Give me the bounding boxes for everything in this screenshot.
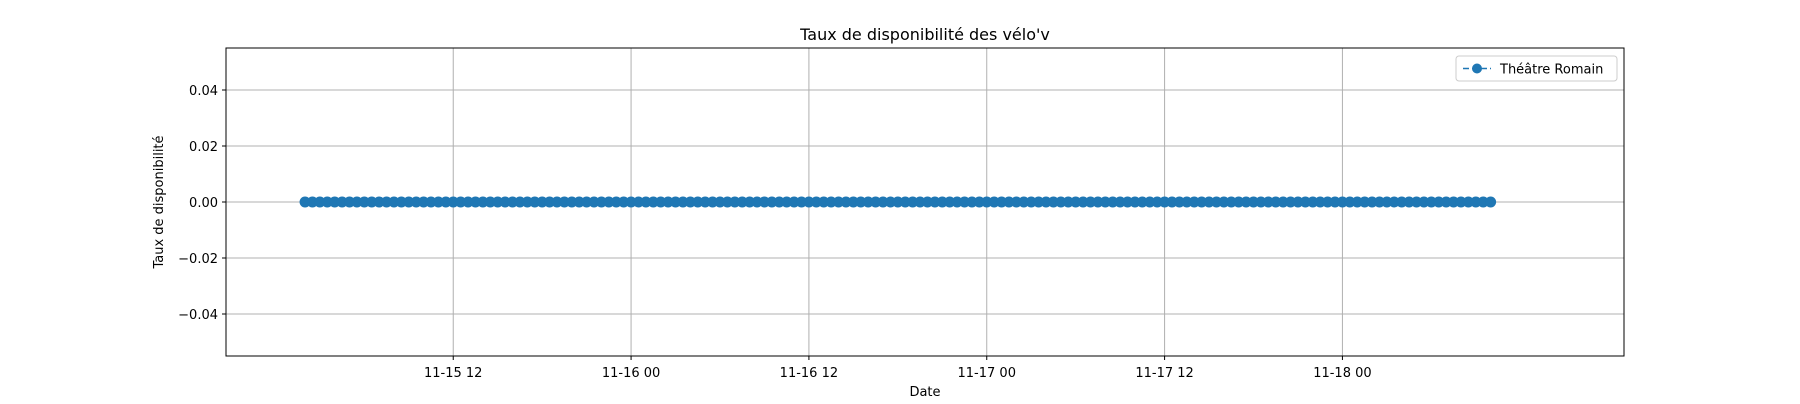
series-theatre-romain [299, 196, 1497, 208]
chart-title: Taux de disponibilité des vélo'v [799, 25, 1050, 44]
y-tick-label: −0.04 [178, 308, 218, 323]
y-tick-label: 0.04 [189, 84, 218, 99]
x-tick-label: 11-18 00 [1313, 366, 1371, 381]
x-tick-label: 11-15 12 [424, 366, 482, 381]
x-tick-label: 11-17 00 [958, 366, 1016, 381]
x-tick-label: 11-16 12 [780, 366, 838, 381]
legend: Théâtre Romain [1455, 55, 1618, 82]
y-tick-label: 0.00 [189, 196, 218, 211]
legend-box [1455, 55, 1618, 82]
y-tick-label: 0.02 [189, 140, 218, 155]
y-tick-label: −0.02 [178, 252, 218, 267]
x-tick-label: 11-16 00 [602, 366, 660, 381]
series-layer [299, 196, 1497, 208]
legend-marker-swatch [1472, 63, 1482, 74]
legend-label: Théâtre Romain [1499, 63, 1603, 78]
axis-ticks: 11-15 12 11-16 00 11-16 12 11-17 00 11-17 12… [178, 84, 1371, 381]
data-point [1485, 196, 1497, 208]
y-axis-title: Taux de disponibilité [152, 135, 167, 269]
x-tick-label: 11-17 12 [1135, 366, 1193, 381]
x-axis-title: Date [909, 385, 940, 400]
